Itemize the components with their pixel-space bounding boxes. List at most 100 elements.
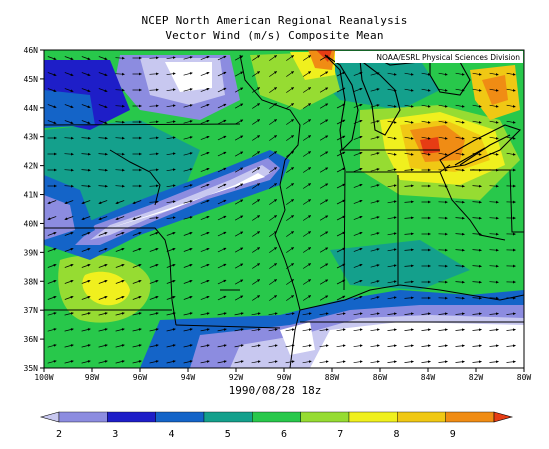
wind-vector	[47, 280, 57, 284]
wind-vector	[472, 280, 482, 284]
wind-vector	[98, 88, 108, 92]
wind-vector	[252, 231, 261, 237]
lon-tick-label: 90W	[277, 373, 292, 382]
wind-vector	[404, 104, 414, 108]
wind-vector	[149, 264, 159, 268]
wind-vector	[252, 55, 261, 61]
wind-vector	[285, 360, 295, 364]
wind-vector	[166, 248, 176, 252]
wind-vector	[319, 295, 329, 301]
wind-vector	[47, 120, 57, 124]
wind-vector	[200, 279, 210, 284]
wind-vector	[149, 232, 159, 236]
wind-vector	[81, 280, 91, 284]
wind-vector	[404, 248, 414, 252]
wind-vector	[285, 328, 295, 332]
boundary-line	[299, 284, 524, 311]
wind-vector	[472, 152, 482, 156]
wind-vector	[115, 280, 125, 284]
wind-vector	[217, 55, 227, 61]
wind-vector	[217, 263, 227, 269]
lake-erie-inner2	[454, 147, 486, 166]
wind-vector	[115, 56, 125, 60]
wind-vector	[149, 280, 159, 284]
wind-vector	[472, 136, 482, 140]
wind-vector	[303, 71, 312, 77]
wind-vector	[336, 263, 346, 269]
wind-vector	[217, 119, 227, 125]
wind-vector	[269, 103, 277, 109]
wind-vector	[336, 215, 346, 221]
wind-vector	[506, 120, 516, 124]
wind-vector	[319, 328, 329, 332]
wind-vector	[166, 264, 176, 268]
wind-vector	[64, 120, 74, 124]
wind-vector	[81, 200, 91, 204]
credit-label: NOAA/ESRL Physical Sciences Division	[376, 53, 520, 62]
wind-vector	[81, 184, 91, 188]
colorbar-tick-label: 6	[281, 429, 287, 440]
wind-vector	[47, 232, 57, 236]
field-teal-ohio	[330, 240, 470, 290]
wind-vector	[336, 167, 346, 173]
wind-vector	[200, 247, 210, 252]
wind-vector	[489, 232, 499, 236]
wind-vector	[149, 136, 159, 140]
lon-tick-label: 84W	[421, 373, 436, 382]
wind-vector	[200, 231, 210, 236]
wind-vector	[200, 183, 210, 188]
wind-vector	[183, 120, 193, 124]
wind-vector	[268, 312, 278, 316]
wind-vector	[217, 103, 227, 109]
wind-vector	[200, 215, 210, 220]
wind-vector	[319, 215, 329, 221]
wind-vector	[421, 328, 431, 332]
wind-vector	[319, 103, 329, 109]
wind-vector	[455, 344, 465, 348]
wind-vector	[336, 151, 346, 157]
lat-tick-label: 38N	[24, 277, 39, 286]
wind-vector	[149, 56, 159, 60]
wind-vector	[47, 104, 57, 108]
wind-vector	[404, 280, 414, 284]
wind-vector	[64, 248, 74, 252]
wind-vector	[217, 344, 227, 348]
wind-vector	[302, 360, 312, 364]
wind-vector	[183, 232, 193, 236]
wind-vector	[404, 216, 414, 220]
wind-vector	[217, 360, 227, 364]
wind-vector	[438, 72, 448, 76]
wind-vector	[252, 135, 261, 141]
wind-vector	[404, 312, 414, 316]
wind-vector	[370, 72, 380, 76]
lon-tick-label: 94W	[181, 373, 196, 382]
wind-vector	[234, 344, 244, 348]
wind-vector	[217, 87, 227, 93]
wind-vector	[404, 72, 414, 76]
lake-michigan	[324, 54, 359, 152]
wind-vector	[472, 296, 482, 300]
wind-vector	[98, 200, 108, 204]
lon-tick-label: 88W	[325, 373, 340, 382]
lon-tick-label: 92W	[229, 373, 244, 382]
wind-vector	[489, 104, 499, 108]
wind-vector	[353, 103, 363, 108]
wind-vector	[183, 72, 193, 76]
wind-vector	[98, 232, 108, 236]
wind-vector	[489, 360, 499, 364]
wind-vector	[166, 152, 176, 156]
wind-vector	[183, 328, 193, 332]
wind-vector	[269, 55, 277, 61]
wind-vector	[370, 136, 380, 140]
lon-tick-label: 80W	[517, 373, 532, 382]
wind-vector	[252, 279, 261, 285]
wind-vector	[455, 280, 465, 284]
wind-vector	[183, 216, 193, 220]
wind-vector	[489, 120, 499, 124]
wind-vector	[353, 312, 363, 316]
wind-vector	[303, 103, 312, 109]
wind-vector	[269, 151, 277, 157]
wind-vector	[404, 88, 414, 92]
wind-vector	[166, 280, 176, 284]
